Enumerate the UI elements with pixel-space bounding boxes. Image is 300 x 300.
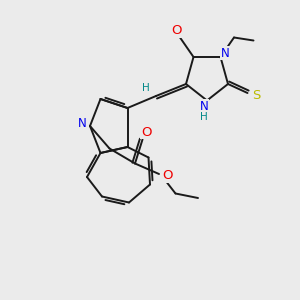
Text: H: H — [142, 82, 149, 93]
Text: O: O — [162, 169, 173, 182]
Text: H: H — [200, 112, 208, 122]
Text: S: S — [252, 89, 260, 103]
Text: N: N — [220, 47, 230, 60]
Text: N: N — [200, 100, 208, 113]
Text: O: O — [141, 125, 152, 139]
Text: N: N — [78, 116, 87, 130]
Text: O: O — [172, 24, 182, 38]
